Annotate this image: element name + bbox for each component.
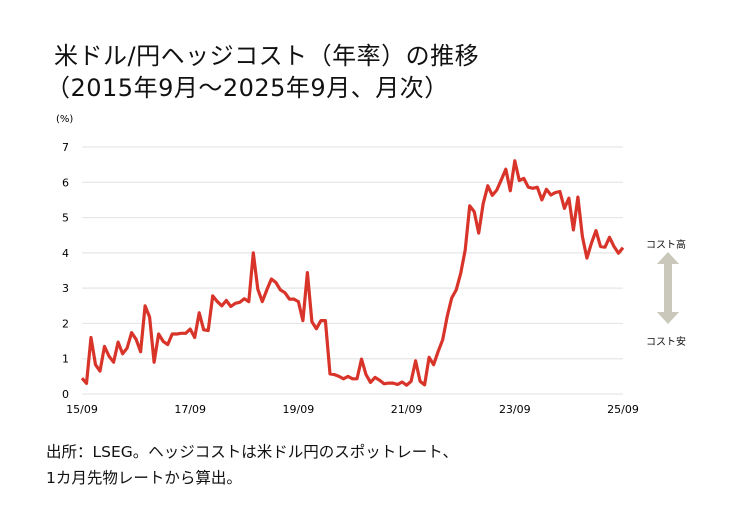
chart-title: 米ドル/円ヘッジコスト（年率）の推移 [54,42,480,70]
y-tick-label: 0 [62,388,69,401]
y-tick-label: 4 [62,247,69,260]
y-tick-label: 2 [62,317,69,330]
chart-subtitle: （2015年9月〜2025年9月、月次） [46,74,449,102]
y-axis-unit: (%) [56,114,73,125]
y-tick-label: 3 [62,282,69,295]
up-down-arrow-icon [657,252,679,324]
x-tick-label: 23/09 [499,403,531,416]
x-tick-label: 19/09 [283,403,315,416]
source-note: 出所：LSEG。ヘッジコストは米ドル円のスポットレート、 [46,443,458,461]
x-tick-label: 17/09 [174,403,206,416]
y-tick-label: 5 [62,212,69,225]
y-tick-label: 6 [62,176,69,189]
source-note-2: 1カ月先物レートから算出。 [46,469,242,487]
x-tick-label: 25/09 [607,403,639,416]
series-line [80,159,625,387]
y-tick-label: 7 [62,141,69,154]
x-tick-label: 21/09 [391,403,423,416]
cost-low-label: コスト安 [646,337,686,348]
cost-high-label: コスト高 [646,240,686,251]
x-tick-label: 15/09 [66,403,98,416]
y-tick-label: 1 [62,353,69,366]
